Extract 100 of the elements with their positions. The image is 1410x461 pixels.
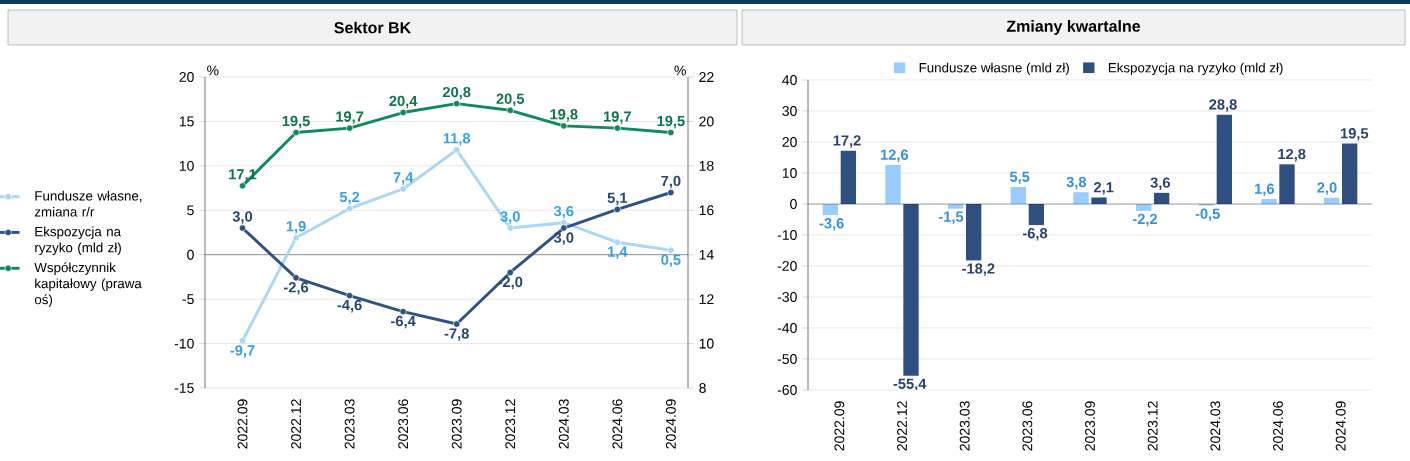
bar (1279, 164, 1295, 204)
y-axis-title: % (207, 65, 219, 76)
y-tick-label: 0 (187, 249, 194, 260)
point (667, 246, 675, 254)
legend-label: Fundusze własne, zmiana r/r (34, 190, 142, 217)
data-label: 2,0 (1317, 182, 1337, 195)
y-tick-label: -10 (777, 230, 797, 240)
data-label: 20,8 (442, 86, 471, 100)
point (453, 100, 461, 108)
chart-title: Zmiany kwartalne (1006, 20, 1141, 35)
legend-label: Ekspozycja na ryzyko (mld zł) (1108, 62, 1283, 76)
data-label: 3,0 (500, 211, 520, 224)
point (238, 182, 247, 190)
data-label: 1,4 (608, 246, 628, 259)
y2-tick-label: 14 (699, 249, 714, 260)
x-tick-label: 2024.09 (1335, 401, 1346, 451)
point (560, 122, 568, 130)
x-tick-label: 2024.09 (665, 399, 676, 449)
bar (1216, 114, 1232, 204)
data-label: 11,8 (443, 133, 471, 146)
y-tick-label: 0 (790, 199, 797, 209)
point (453, 146, 461, 154)
y-tick-label: 10 (782, 168, 797, 178)
data-label: 1,9 (286, 221, 306, 234)
x-tick-label: 2022.12 (897, 401, 907, 451)
x-tick-label: 2022.09 (237, 399, 248, 449)
y-tick-label: 10 (179, 160, 194, 171)
data-label: 3,0 (553, 232, 574, 245)
x-tick-label: 2023.03 (344, 399, 355, 449)
data-label: 19,7 (336, 111, 364, 124)
data-label: -6,4 (391, 315, 416, 329)
x-tick-label: 2024.06 (612, 399, 623, 449)
point (399, 109, 407, 117)
y-tick-label: 15 (179, 116, 194, 127)
data-label: 5,1 (607, 192, 628, 206)
x-tick-label: 2023.09 (1085, 401, 1095, 451)
bar (885, 164, 901, 204)
y2-tick-label: 18 (699, 160, 714, 171)
y-tick-label: -5 (182, 294, 194, 305)
y2-tick-label: 16 (699, 205, 714, 216)
x-tick-label: 2023.06 (1022, 401, 1033, 451)
y-tick-label: 30 (782, 106, 797, 116)
data-label: -3,6 (819, 218, 844, 231)
data-label: -0,5 (1195, 208, 1220, 221)
y-tick-label: 20 (179, 72, 194, 82)
y2-tick-label: 12 (699, 294, 714, 305)
data-label: -2,0 (498, 276, 523, 290)
legend-label: Współczynnik kapitałowy (prawa oś) (34, 262, 142, 307)
point (292, 274, 300, 282)
data-label: -9,7 (230, 345, 255, 358)
x-tick-label: 2022.12 (291, 399, 301, 449)
point (292, 234, 300, 242)
x-tick-label: 2022.09 (834, 401, 845, 451)
data-label: 3,0 (232, 211, 253, 224)
y-tick-label: 5 (187, 205, 194, 216)
point (560, 224, 568, 232)
data-label: -1,5 (938, 211, 964, 224)
data-label: 7,0 (661, 175, 681, 189)
bar (1010, 186, 1026, 204)
bar (840, 150, 857, 204)
data-label: 12,6 (880, 149, 909, 163)
bar (1073, 192, 1089, 204)
x-tick-label: 2024.06 (1273, 401, 1283, 451)
data-label: -18,2 (962, 263, 995, 276)
x-tick-label: 2023.09 (451, 399, 462, 449)
bar (966, 204, 982, 261)
y-tick-label: -60 (777, 385, 797, 395)
data-label: 1,6 (1255, 183, 1274, 197)
x-tick-label: 2024.03 (1210, 401, 1221, 451)
y2-axis-title: % (674, 65, 686, 76)
data-label: 3,8 (1066, 176, 1087, 190)
data-label: -7,8 (444, 328, 469, 341)
data-label: 0,5 (661, 254, 681, 268)
data-label: 12,8 (1278, 148, 1306, 162)
point (613, 124, 621, 132)
data-label: 20,5 (496, 93, 525, 107)
data-label: -55,4 (893, 378, 927, 392)
point (613, 238, 621, 246)
point (346, 124, 354, 132)
data-label: 19,5 (657, 115, 685, 129)
y-tick-label: 20 (782, 137, 797, 147)
data-label: 19,8 (550, 109, 578, 122)
y2-tick-label: 10 (699, 338, 714, 349)
data-label: 7,4 (393, 172, 414, 185)
y-tick-label: -15 (174, 383, 194, 393)
chart-title: Sektor BK (334, 21, 411, 34)
y-tick-label: -50 (777, 354, 797, 364)
data-label: 2,1 (1093, 182, 1114, 195)
legend-label: Ekspozycja na ryzyko (mld zł) (35, 226, 122, 255)
point (453, 320, 461, 328)
bar (1091, 197, 1107, 204)
data-label: 5,2 (339, 191, 360, 205)
point (506, 224, 514, 232)
data-label: 19,7 (603, 111, 631, 124)
y2-tick-label: 8 (699, 383, 706, 393)
point (238, 337, 247, 345)
y-tick-label: -40 (777, 323, 797, 333)
data-label: -4,6 (337, 299, 362, 313)
point (399, 185, 407, 193)
data-label: 3,6 (1150, 177, 1170, 190)
